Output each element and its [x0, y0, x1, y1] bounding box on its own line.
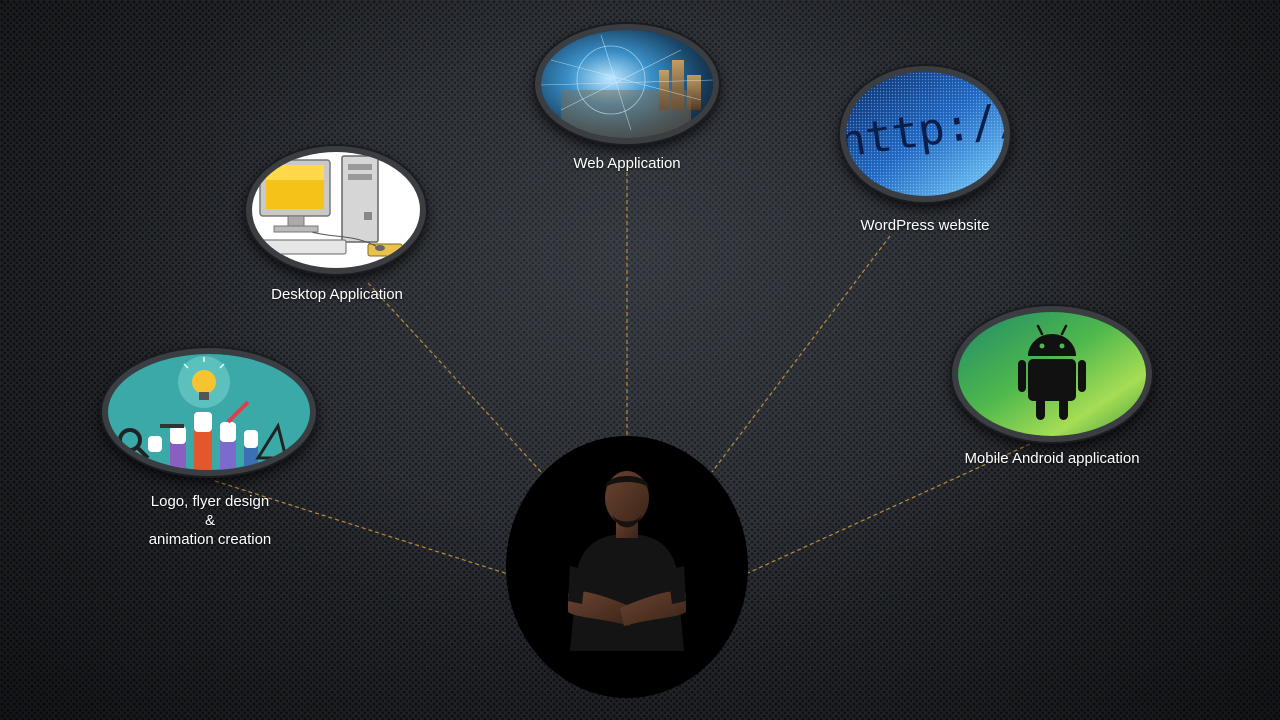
web-application-label: Web Application — [573, 155, 681, 172]
design-animation-label: Logo, flyer design & animation creation — [110, 492, 310, 549]
web-application-image — [535, 24, 719, 144]
android-application-image — [952, 306, 1152, 442]
profile-photo — [506, 436, 748, 698]
connector-android — [747, 443, 1031, 574]
design-animation-image — [102, 348, 316, 476]
connector-desktop — [367, 282, 544, 475]
person-silhouette — [568, 471, 686, 651]
lightbulb-icon — [192, 370, 216, 400]
connector-wordpress — [711, 235, 891, 473]
desktop-application-label: Desktop Application — [271, 286, 403, 303]
design-label-line-1: Logo, flyer design — [150, 493, 270, 510]
android-robot-icon — [1018, 324, 1086, 420]
connector-design — [214, 480, 509, 575]
android-application-label: Mobile Android application — [964, 450, 1140, 467]
design-label-line-3: animation creation — [148, 531, 272, 548]
design-label-line-2: & — [204, 512, 215, 529]
wordpress-website-image: http://www — [840, 66, 1010, 202]
wordpress-website-label: WordPress website — [860, 217, 990, 234]
desktop-application-image — [246, 146, 426, 274]
